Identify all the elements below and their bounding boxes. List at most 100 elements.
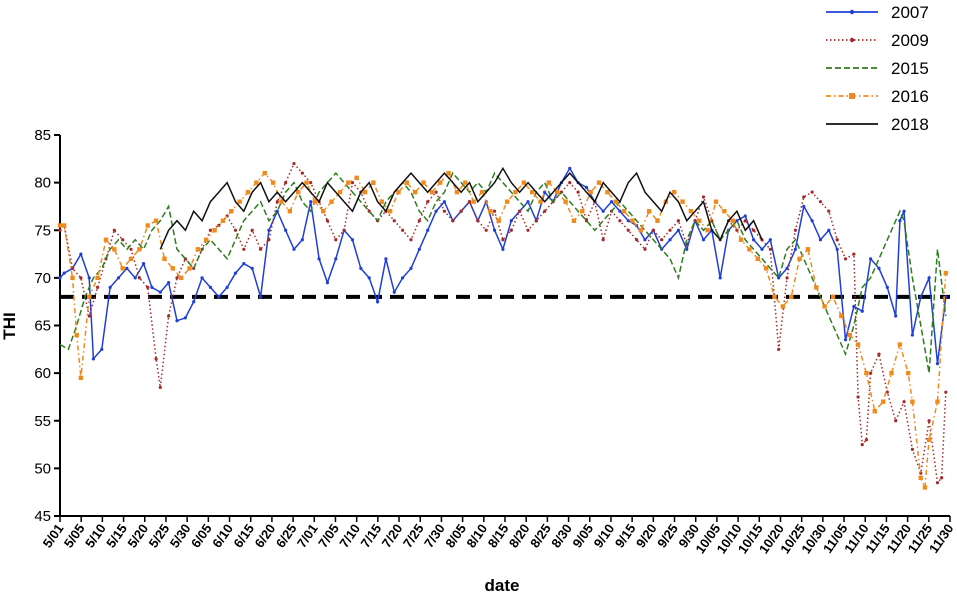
data-point-2007: [894, 314, 898, 318]
data-point-2016: [329, 199, 334, 204]
x-tick-label: 7/20: [379, 521, 406, 550]
data-point-2007: [309, 200, 313, 204]
data-point-2007: [810, 219, 814, 223]
data-point-2009: [635, 238, 639, 242]
data-point-2009: [509, 228, 513, 232]
y-tick-label: 75: [34, 222, 51, 239]
data-point-2016: [371, 180, 376, 185]
data-point-2007: [843, 338, 848, 342]
data-point-2016: [70, 275, 75, 281]
legend: 2007 2009 2015 2016 2018: [826, 3, 929, 134]
data-point-2009: [175, 276, 179, 280]
series-line-2015: [59, 171, 947, 374]
data-point-2016: [429, 189, 435, 195]
data-point-2009: [534, 219, 538, 223]
data-point-2016: [346, 180, 351, 185]
data-point-2009: [409, 238, 413, 242]
data-point-2016: [588, 189, 593, 195]
data-point-2007: [492, 228, 497, 232]
data-point-2007: [752, 238, 756, 242]
data-point-2009: [894, 419, 898, 423]
data-point-2016: [412, 189, 418, 195]
data-point-2009: [802, 195, 806, 199]
data-point-2016: [546, 180, 552, 185]
data-point-2009: [58, 228, 62, 232]
x-tick-label: 8/15: [485, 521, 512, 550]
data-point-2009: [350, 181, 355, 185]
data-point-2007: [292, 247, 296, 251]
data-point-2009: [793, 228, 797, 232]
data-point-2016: [212, 228, 217, 233]
series-line-2009: [59, 162, 947, 485]
data-point-2016: [287, 209, 293, 214]
x-tick-label: 5/05: [61, 521, 88, 550]
data-point-2016: [621, 209, 627, 214]
data-point-2016: [245, 189, 251, 195]
data-point-2016: [839, 313, 844, 319]
data-point-2016: [529, 189, 535, 195]
data-point-2007: [158, 290, 162, 294]
series-line-2007: [59, 166, 947, 364]
data-point-2016: [880, 399, 886, 404]
data-point-2016: [488, 209, 493, 214]
data-point-2009: [242, 247, 246, 251]
data-point-2016: [404, 180, 410, 185]
data-point-2016: [279, 199, 284, 204]
data-point-2016: [638, 228, 643, 233]
data-point-2016: [697, 218, 702, 223]
data-point-2009: [885, 390, 889, 394]
data-point-2009: [79, 276, 83, 280]
data-point-2016: [204, 237, 209, 242]
y-tick-label: 45: [34, 508, 51, 525]
data-point-2016: [605, 189, 610, 195]
x-tick-label: 6/10: [209, 521, 236, 550]
data-point-2016: [254, 180, 259, 185]
data-point-2007: [509, 219, 513, 223]
data-point-2016: [705, 228, 710, 233]
axes: 4550556065707580855/015/055/105/155/205/…: [34, 127, 956, 556]
data-point-2016: [688, 209, 694, 214]
data-point-2007: [79, 252, 83, 256]
data-point-2016: [220, 218, 226, 223]
data-point-2009: [129, 247, 133, 251]
data-point-2016: [830, 294, 836, 300]
data-point-2009: [112, 228, 116, 232]
x-tick-label: 8/25: [527, 521, 554, 550]
data-point-2016: [128, 256, 134, 262]
data-point-2009: [543, 209, 547, 213]
data-point-2009: [818, 200, 823, 204]
x-tick-label: 8/10: [463, 521, 490, 550]
data-point-2016: [722, 209, 727, 214]
data-point-2016: [814, 285, 819, 290]
data-point-2009: [869, 371, 873, 375]
data-point-2016: [262, 170, 267, 176]
data-point-2016: [855, 342, 861, 347]
data-point-2007: [877, 266, 881, 270]
data-point-2016: [304, 180, 309, 185]
data-point-2007: [284, 228, 288, 232]
data-point-2009: [902, 400, 906, 404]
data-point-2009: [451, 219, 455, 223]
data-point-2009: [785, 276, 789, 280]
data-point-2009: [417, 219, 421, 223]
x-tick-label: 9/05: [569, 521, 596, 550]
x-tick-label: 5/15: [103, 521, 130, 550]
y-axis-label: THI: [0, 312, 19, 339]
data-point-2016: [120, 266, 125, 271]
data-point-2007: [300, 238, 304, 242]
data-point-2007: [317, 257, 321, 261]
data-point-2007: [325, 281, 330, 285]
x-tick-label: 5/20: [124, 521, 151, 550]
y-tick-label: 60: [34, 365, 51, 382]
data-point-2016: [897, 342, 903, 347]
data-point-2009: [940, 476, 944, 480]
data-point-2009: [810, 190, 814, 194]
data-point-2016: [596, 180, 602, 185]
x-tick-label: 9/20: [633, 521, 660, 550]
legend-label-2007: 2007: [891, 3, 929, 22]
data-point-2016: [145, 223, 150, 228]
data-point-2007: [501, 247, 505, 251]
data-point-2007: [367, 276, 371, 280]
x-tick-label: 7/01: [294, 521, 321, 550]
data-point-2009: [601, 238, 605, 242]
